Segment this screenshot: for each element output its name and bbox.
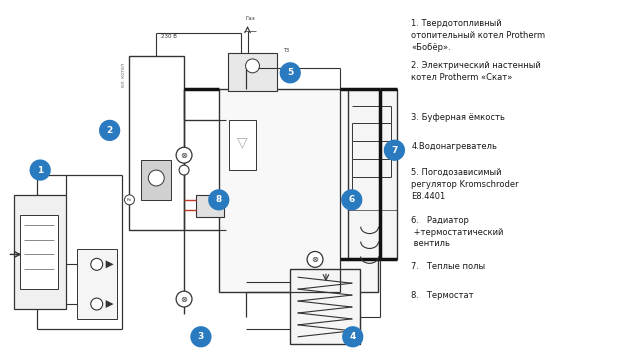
Text: 8: 8 (216, 195, 222, 204)
Text: 5. Погодозависимый
регулятор Kromschroder
E8.4401: 5. Погодозависимый регулятор Kromschrode… (412, 168, 519, 201)
Text: 6: 6 (349, 195, 355, 204)
Circle shape (246, 59, 259, 73)
Text: 1. Твердотопливный
отопительный котел Protherm
«Бобёр».: 1. Твердотопливный отопительный котел Pr… (412, 19, 545, 52)
Bar (228, 121, 257, 170)
Text: 7: 7 (391, 146, 397, 155)
Circle shape (91, 258, 102, 270)
Text: 4.Водонагреватель: 4.Водонагреватель (412, 142, 497, 151)
Circle shape (30, 160, 50, 180)
Text: 3. Буферная ёмкость: 3. Буферная ёмкость (412, 113, 505, 122)
Text: 230 В: 230 В (161, 33, 177, 39)
Circle shape (280, 63, 300, 83)
Circle shape (191, 327, 211, 347)
Bar (141, 160, 171, 200)
Text: ⊗: ⊗ (180, 151, 188, 160)
Text: ▽: ▽ (237, 135, 248, 149)
Text: 6.   Радиатор
 +термостатический
 вентиль: 6. Радиатор +термостатический вентиль (412, 216, 504, 248)
Bar (219, 89, 378, 292)
Text: ⊗: ⊗ (312, 255, 319, 264)
Bar (129, 56, 184, 230)
Bar (228, 53, 277, 91)
Bar (290, 269, 360, 344)
Polygon shape (106, 260, 114, 268)
Text: 2: 2 (106, 126, 113, 135)
Circle shape (100, 121, 120, 140)
Text: Ро: Ро (127, 198, 132, 202)
Text: 8.   Термостат: 8. Термостат (412, 291, 474, 300)
Text: 1: 1 (37, 166, 44, 175)
Circle shape (176, 147, 192, 163)
Circle shape (125, 195, 134, 205)
Circle shape (307, 251, 323, 267)
Text: 7.   Теплые полы: 7. Теплые полы (412, 262, 485, 271)
Text: 5: 5 (287, 68, 293, 77)
Circle shape (148, 170, 164, 186)
Bar (348, 89, 397, 260)
Circle shape (385, 140, 404, 160)
Text: ел. котел: ел. котел (121, 63, 126, 87)
Circle shape (343, 327, 363, 347)
Bar (20, 215, 58, 289)
Text: 4: 4 (349, 332, 356, 341)
Bar (14, 195, 66, 309)
Bar (196, 195, 224, 217)
Bar (77, 249, 116, 319)
Circle shape (179, 165, 189, 175)
Text: ⊗: ⊗ (180, 294, 188, 303)
Circle shape (91, 298, 102, 310)
Circle shape (176, 291, 192, 307)
Text: 2. Электрический настенный
котел Protherm «Скат»: 2. Электрический настенный котел Prother… (412, 61, 541, 82)
Circle shape (209, 190, 228, 210)
Polygon shape (106, 300, 114, 308)
Text: Газ: Газ (246, 16, 255, 21)
Text: Т3: Т3 (284, 48, 289, 53)
Text: 3: 3 (198, 332, 204, 341)
Circle shape (342, 190, 362, 210)
